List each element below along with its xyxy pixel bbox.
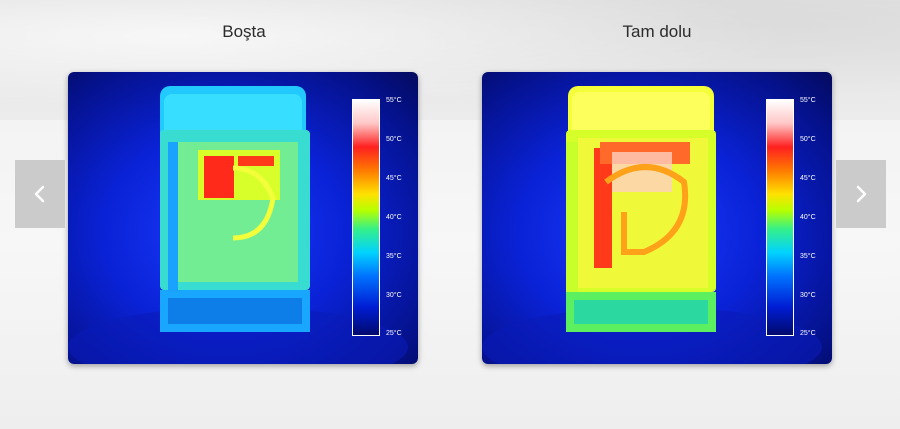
scale-label-50: 50°C [386,136,402,143]
next-slide-button[interactable] [836,160,886,228]
thermal-image-full-load: 55°C 50°C 45°C 40°C 35°C 30°C 25°C [482,72,832,364]
scale-label-45: 45°C [800,175,816,182]
scale-label-40: 40°C [800,214,816,221]
scale-label-55: 55°C [800,97,816,104]
previous-slide-button[interactable] [15,160,65,228]
chevron-right-icon [856,185,867,203]
scale-label-30: 30°C [800,292,816,299]
scale-label-25: 25°C [386,330,402,337]
scale-label-55: 55°C [386,97,402,104]
thermal-image-idle: 55°C 50°C 45°C 40°C 35°C 30°C 25°C [68,72,418,364]
scale-label-50: 50°C [800,136,816,143]
thermal-scene-full-load [482,86,822,364]
slide-title-idle: Boşta [222,22,266,41]
thermal-scene-idle [68,86,408,364]
scale-label-35: 35°C [386,253,402,260]
scale-label-30: 30°C [386,292,402,299]
temperature-scale-idle [352,99,380,336]
slide-title-full-load: Tam dolu [622,22,692,41]
scale-label-35: 35°C [800,253,816,260]
scale-label-25: 25°C [800,330,816,337]
temperature-scale-full-load [766,99,794,336]
scale-label-40: 40°C [386,214,402,221]
scale-label-45: 45°C [386,175,402,182]
chevron-left-icon [34,185,45,203]
